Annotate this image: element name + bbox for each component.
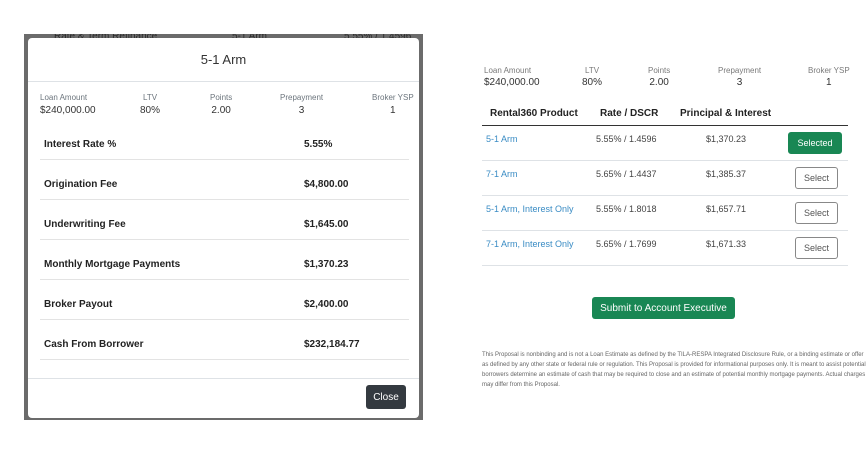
disclaimer-text: This Proposal is nonbinding and is not a… [482, 352, 866, 388]
column-header-product: Rental360 Product [490, 108, 578, 119]
proposal-summary-loan-amount: Loan Amount $240,000.00 [484, 66, 540, 88]
summary-loan-amount: Loan Amount $240,000.00 [40, 93, 96, 116]
column-header-principal-interest: Principal & Interest [680, 108, 772, 119]
product-detail-modal: 5-1 Arm Loan Amount $240,000.00 LTV 80% … [28, 38, 419, 418]
product-table: Rental360 Product Rate / DSCR Principal … [482, 104, 848, 266]
product-link[interactable]: 7-1 Arm [486, 169, 518, 179]
detail-row-interest-rate: Interest Rate % 5.55% [40, 130, 409, 160]
product-table-header: Rental360 Product Rate / DSCR Principal … [482, 104, 848, 126]
select-button[interactable]: Select [795, 237, 838, 259]
summary-broker-ysp: Broker YSP 1 [372, 93, 414, 116]
detail-row-broker-payout: Broker Payout $2,400.00 [40, 290, 409, 320]
rate-dscr-cell: 5.55% / 1.4596 [596, 134, 657, 144]
proposal-summary-broker-ysp: Broker YSP 1 [808, 66, 850, 88]
product-link[interactable]: 5-1 Arm [486, 134, 518, 144]
summary-ltv: LTV 80% [140, 93, 161, 116]
rate-dscr-cell: 5.65% / 1.4437 [596, 169, 657, 179]
submit-to-account-executive-button[interactable]: Submit to Account Executive [592, 297, 735, 319]
principal-interest-cell: $1,385.37 [706, 169, 747, 179]
table-row: 5-1 Arm, Interest Only 5.55% / 1.8018 $1… [482, 196, 848, 231]
dimmed-page-backdrop: Rate & Term Refinance 5-1 Arm 5.55% / 1.… [24, 34, 423, 420]
column-header-rate-dscr: Rate / DSCR [600, 108, 659, 119]
table-row: 7-1 Arm, Interest Only 5.65% / 1.7699 $1… [482, 231, 848, 266]
rate-dscr-cell: 5.65% / 1.7699 [596, 239, 657, 249]
detail-row-cash-from-borrower: Cash From Borrower $232,184.77 [40, 330, 409, 360]
principal-interest-cell: $1,671.33 [706, 239, 747, 249]
proposal-loan-summary: Loan Amount $240,000.00 LTV 80% Points 2… [478, 60, 868, 100]
proposal-summary-prepayment: Prepayment 3 [718, 66, 762, 88]
principal-interest-cell: $1,657.71 [706, 204, 747, 214]
modal-header: 5-1 Arm [28, 38, 419, 82]
summary-prepayment: Prepayment 3 [280, 93, 324, 116]
principal-interest-cell: $1,370.23 [706, 134, 747, 144]
select-button[interactable]: Select [795, 202, 838, 224]
summary-points: Points 2.00 [210, 93, 233, 116]
modal-title: 5-1 Arm [200, 52, 247, 67]
close-button[interactable]: Close [366, 385, 406, 409]
modal-footer: Close [28, 378, 419, 418]
product-link[interactable]: 7-1 Arm, Interest Only [486, 239, 574, 249]
product-link[interactable]: 5-1 Arm, Interest Only [486, 204, 574, 214]
proposal-summary-points: Points 2.00 [648, 66, 671, 88]
rate-dscr-cell: 5.55% / 1.8018 [596, 204, 657, 214]
table-row: 7-1 Arm 5.65% / 1.4437 $1,385.37 Select [482, 161, 848, 196]
selected-button[interactable]: Selected [788, 132, 842, 154]
table-row: 5-1 Arm 5.55% / 1.4596 $1,370.23 Selecte… [482, 126, 848, 161]
detail-row-origination-fee: Origination Fee $4,800.00 [40, 170, 409, 200]
select-button[interactable]: Select [795, 167, 838, 189]
detail-row-monthly-payments: Monthly Mortgage Payments $1,370.23 [40, 250, 409, 280]
detail-row-underwriting-fee: Underwriting Fee $1,645.00 [40, 210, 409, 240]
modal-loan-summary: Loan Amount $240,000.00 LTV 80% Points 2… [28, 82, 419, 122]
proposal-panel: Loan Amount $240,000.00 LTV 80% Points 2… [478, 60, 868, 400]
proposal-summary-ltv: LTV 80% [582, 66, 603, 88]
